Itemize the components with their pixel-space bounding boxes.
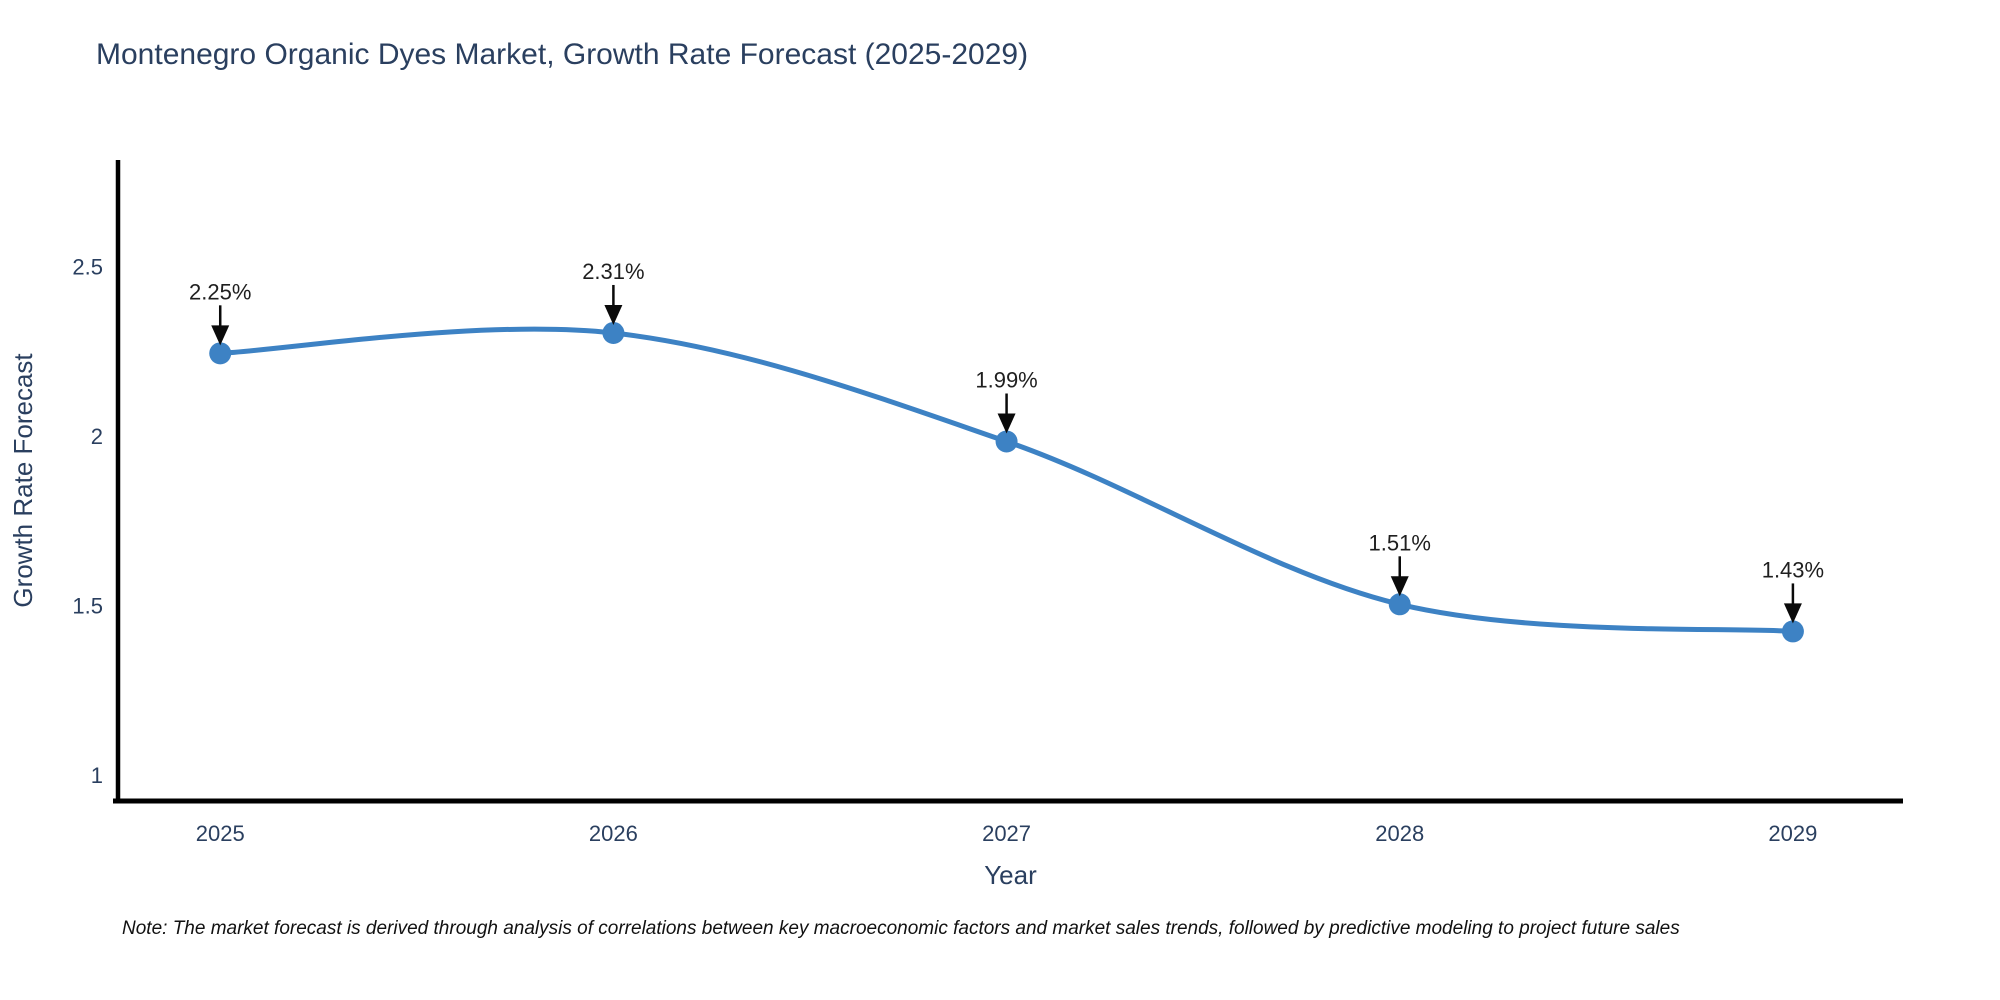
annotation-arrowhead [604, 304, 623, 325]
data-point-label: 2.31% [582, 259, 644, 284]
data-point-marker [1388, 593, 1411, 616]
y-tick-label: 1.5 [72, 593, 103, 618]
annotation-arrowhead [211, 325, 230, 346]
y-tick-label: 1 [91, 763, 103, 788]
y-tick-label: 2 [91, 424, 103, 449]
annotation-arrowhead [997, 413, 1016, 434]
data-point-label: 1.51% [1369, 530, 1431, 555]
data-point-marker [1781, 620, 1804, 643]
data-point-label: 1.43% [1762, 557, 1824, 582]
y-tick-label: 2.5 [72, 254, 103, 279]
data-point-label: 2.25% [189, 279, 251, 304]
data-point-label: 1.99% [975, 367, 1037, 392]
data-point-marker [209, 342, 232, 365]
data-point-marker [995, 430, 1018, 453]
x-tick-label: 2029 [1768, 821, 1817, 846]
x-tick-label: 2025 [196, 821, 245, 846]
y-axis-title: Growth Rate Forecast [8, 353, 38, 608]
x-tick-label: 2028 [1375, 821, 1424, 846]
annotation-arrowhead [1390, 576, 1409, 597]
chart-title: Montenegro Organic Dyes Market, Growth R… [96, 38, 1029, 71]
footnote: Note: The market forecast is derived thr… [122, 918, 1680, 939]
annotation-arrowhead [1783, 603, 1802, 624]
x-tick-label: 2026 [589, 821, 638, 846]
x-axis-title: Year [984, 860, 1037, 890]
x-tick-label: 2027 [982, 821, 1031, 846]
data-point-marker [602, 321, 625, 344]
